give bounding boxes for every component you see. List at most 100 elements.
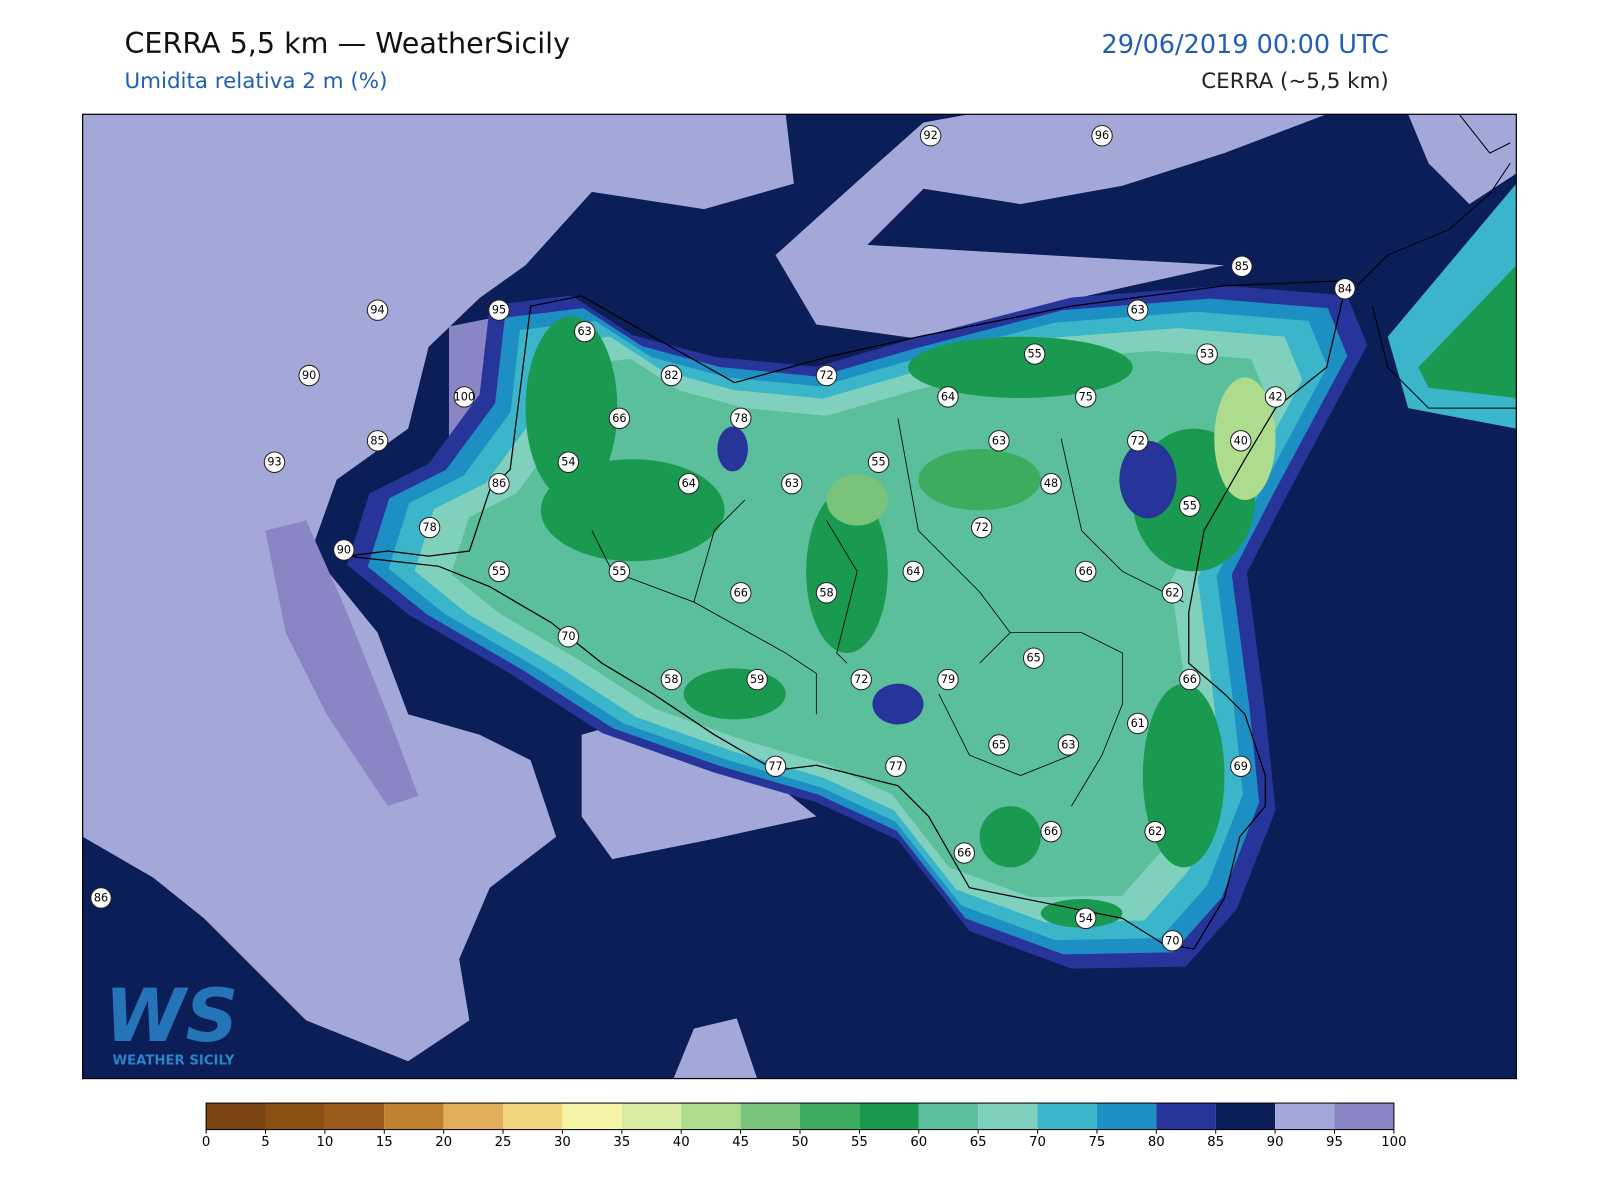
station-marker	[730, 582, 752, 604]
humidity-field	[581, 714, 817, 860]
colorbar-swatch	[1037, 1103, 1097, 1130]
station-marker	[746, 668, 768, 691]
station: 86	[488, 472, 510, 495]
station-marker	[730, 407, 752, 430]
colorbar-tick-label: 30	[554, 1135, 571, 1150]
station-value: 66	[734, 586, 748, 599]
station-marker	[366, 299, 389, 321]
station: 59	[746, 668, 768, 691]
station: 65	[988, 734, 1010, 756]
station-value: 62	[1148, 825, 1162, 838]
station: 66	[608, 407, 631, 430]
station-value: 55	[1028, 348, 1042, 361]
humidity-field	[265, 520, 419, 807]
station: 66	[1075, 560, 1097, 583]
station-value: 64	[682, 477, 696, 490]
station-value: 82	[664, 369, 678, 382]
station-marker	[1127, 299, 1149, 321]
station-marker	[608, 407, 631, 430]
colorbar-tick-label: 40	[673, 1135, 690, 1150]
colorbar-tick-label: 50	[792, 1135, 809, 1150]
station-value: 65	[1027, 652, 1041, 665]
station-marker	[764, 755, 787, 778]
station-marker	[1179, 668, 1201, 691]
humidity-field	[1418, 265, 1517, 398]
station-marker	[1091, 125, 1113, 147]
station-marker	[919, 125, 942, 147]
station-marker	[867, 451, 890, 473]
station: 64	[937, 386, 959, 408]
logo-name: WEATHER SICILY	[112, 1053, 234, 1068]
province-border	[591, 418, 1184, 807]
station: 40	[1230, 430, 1252, 452]
station-marker	[1040, 820, 1062, 843]
station-value: 55	[612, 565, 626, 578]
station-marker	[1179, 495, 1201, 517]
station: 77	[885, 755, 907, 778]
colorbar-swatch	[562, 1103, 622, 1130]
station-value: 66	[1044, 825, 1058, 838]
station-value: 75	[1079, 390, 1093, 403]
station: 77	[764, 755, 787, 778]
station-marker	[988, 430, 1010, 452]
station: 94	[366, 299, 389, 321]
station-marker	[1264, 386, 1287, 408]
colorbar-tick-label: 85	[1207, 1135, 1224, 1150]
colorbar-swatch	[859, 1103, 919, 1130]
station-value: 84	[1338, 282, 1352, 295]
stations: 92 96 85 84 94 95 63 63 55 53 90 100 82 72 64 75 42 66 78 8…	[90, 125, 1356, 952]
station: 85	[366, 430, 389, 452]
station: 96	[1091, 125, 1113, 147]
station-value: 94	[370, 304, 384, 317]
station: 92	[919, 125, 942, 147]
station-value: 63	[785, 477, 799, 490]
station-value: 55	[1183, 500, 1197, 513]
station-value: 72	[819, 369, 833, 382]
station-value: 78	[734, 412, 748, 425]
station: 75	[1075, 386, 1097, 408]
station: 93	[263, 451, 286, 473]
colorbar-swatch	[1215, 1103, 1276, 1130]
station: 58	[815, 582, 838, 604]
station: 62	[1144, 820, 1166, 843]
station: 66	[1040, 820, 1062, 843]
colorbar-swatch	[681, 1103, 741, 1130]
colorbar-swatch	[918, 1103, 979, 1130]
station: 72	[970, 516, 993, 539]
station-value: 92	[923, 129, 937, 142]
station-value: 95	[492, 304, 506, 317]
humidity-field	[673, 1018, 758, 1079]
station-value: 90	[302, 369, 316, 382]
station-marker	[660, 668, 683, 691]
station-marker	[815, 364, 838, 387]
colorbar-swatch	[503, 1103, 563, 1130]
station-value: 90	[337, 544, 351, 557]
humidity-field	[826, 474, 888, 526]
station: 70	[1161, 930, 1184, 952]
station-marker	[1144, 820, 1166, 843]
station-value: 66	[957, 847, 971, 860]
station-marker	[1196, 343, 1218, 365]
station-value: 65	[992, 738, 1006, 751]
colorbar-swatch	[621, 1103, 682, 1130]
station-value: 72	[854, 673, 868, 686]
station: 90	[298, 364, 320, 387]
station: 42	[1264, 386, 1287, 408]
station-marker	[1022, 647, 1045, 669]
station: 63	[1127, 299, 1149, 321]
colorbar-tick-label: 70	[1029, 1135, 1046, 1150]
station-marker	[488, 560, 510, 583]
station-value: 86	[94, 891, 108, 904]
station: 55	[488, 560, 510, 583]
station: 63	[781, 472, 803, 495]
station-value: 63	[992, 434, 1006, 447]
station-value: 66	[1079, 565, 1093, 578]
station-value: 77	[889, 760, 903, 773]
humidity-field	[775, 114, 1327, 339]
station-value: 64	[906, 565, 920, 578]
colorbar-swatch	[1156, 1103, 1216, 1130]
station: 84	[1334, 278, 1356, 300]
humidity-field	[525, 316, 618, 500]
colorbar-tick-label: 60	[910, 1135, 927, 1150]
station-marker	[1161, 582, 1184, 604]
